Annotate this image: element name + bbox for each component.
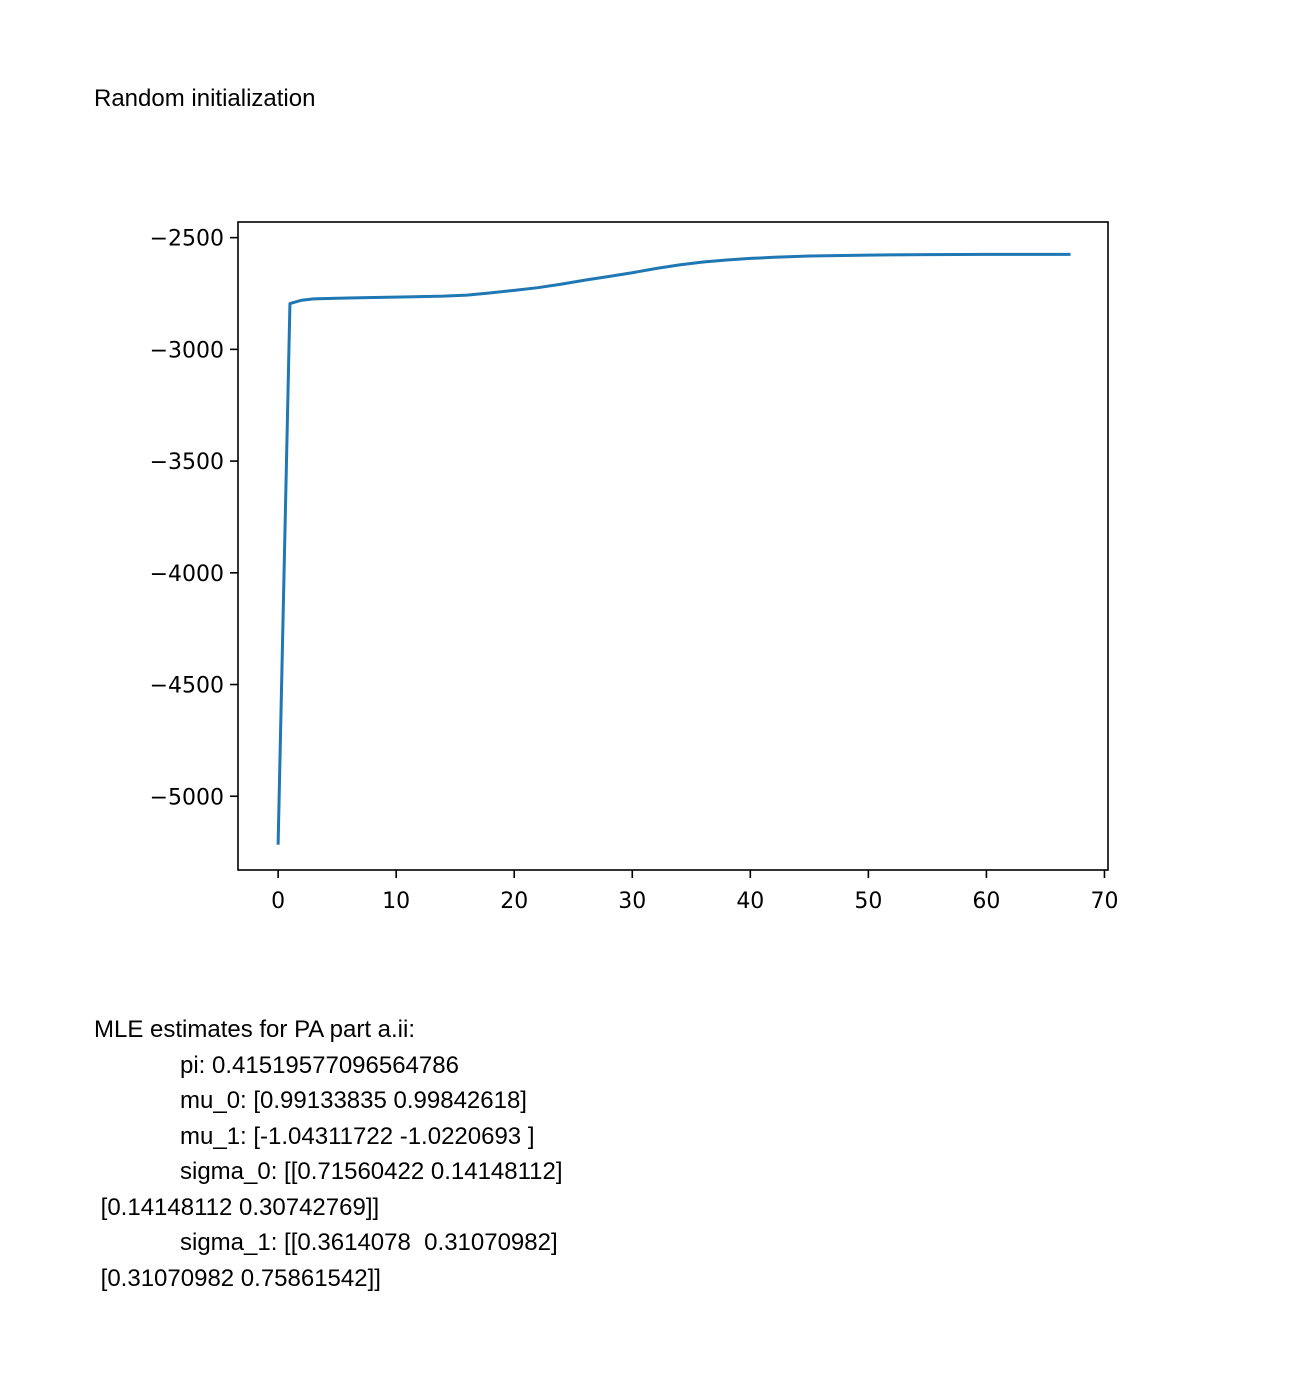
- y-tick-label: −2500: [150, 227, 224, 252]
- x-tick-label: 70: [1090, 889, 1118, 914]
- y-tick-label: −5000: [150, 785, 224, 810]
- series-line-0: [276, 252, 1071, 845]
- x-tick-label: 0: [271, 889, 285, 914]
- plot-frame: [237, 221, 1109, 871]
- mle-sigma-1-row-1: sigma_1: [[0.3614078 0.31070982]: [180, 1229, 558, 1256]
- x-tick-label: 60: [972, 889, 1000, 914]
- mle-sigma-1-row-2: [0.31070982 0.75861542]]: [94, 1264, 381, 1292]
- section-heading: Random initialization: [94, 85, 316, 112]
- y-tick-label: −3500: [150, 450, 224, 475]
- line-chart: 0 10 20 30 40 50 60 70 −2500 −3000 −3500 −4000 −4500…: [150, 221, 1118, 914]
- x-tick-label: 40: [736, 889, 764, 914]
- mle-pi: pi: 0.41519577096564786: [180, 1051, 459, 1079]
- x-tick-label: 20: [500, 889, 528, 914]
- plot-layer: 0 10 20 30 40 50 60 70 −2500 −3000 −3500 −4000 −4500…: [150, 221, 1118, 914]
- x-tick-label: 10: [382, 889, 410, 914]
- mle-sigma-0-row-1: sigma_0: [[0.71560422 0.14148112]: [180, 1158, 563, 1185]
- mle-sigma-0-row-2: [0.14148112 0.30742769]]: [94, 1193, 380, 1221]
- x-tick-label: 30: [618, 889, 646, 914]
- mle-mu-1: mu_1: [-1.04311722 -1.0220693 ]: [180, 1122, 535, 1150]
- y-tick-label: −4000: [150, 562, 224, 587]
- mle-output: MLE estimates for PA part a.ii: pi: 0.41…: [94, 1012, 563, 1296]
- y-tick-label: −3000: [150, 338, 224, 363]
- mle-title: MLE estimates for PA part a.ii:: [94, 1016, 416, 1043]
- x-tick-label: 50: [854, 889, 882, 914]
- mle-mu-0: mu_0: [0.99133835 0.99842618]: [180, 1087, 527, 1114]
- y-tick-label: −4500: [150, 674, 224, 699]
